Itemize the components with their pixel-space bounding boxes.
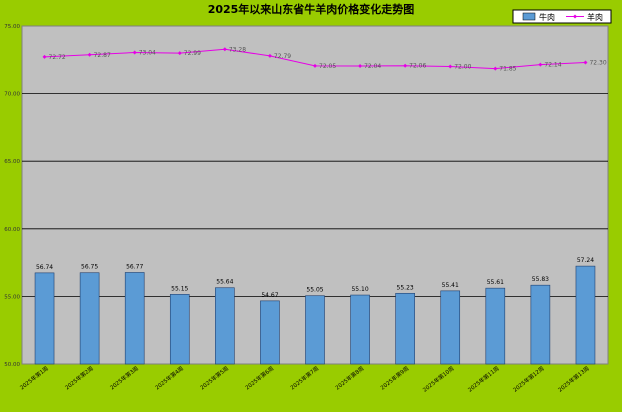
x-tick-label: 2025年第3周 — [108, 364, 140, 391]
bar — [169, 294, 190, 365]
bar-data-label: 55.64 — [216, 279, 233, 286]
x-tick-label: 2025年第5周 — [198, 364, 230, 391]
line-data-label: 72.72 — [49, 54, 66, 61]
line-data-label: 72.30 — [589, 60, 606, 67]
bar — [485, 287, 506, 365]
x-tick-label: 2025年第6周 — [243, 364, 275, 391]
y-tick-label: 55.00 — [4, 294, 20, 300]
line-data-label: 71.85 — [499, 66, 516, 73]
line-data-label: 72.00 — [454, 64, 471, 71]
x-tick-label: 2025年第8周 — [334, 364, 366, 391]
line-data-label: 73.28 — [229, 46, 246, 53]
line-point — [87, 52, 92, 57]
x-tick-label: 2025年第12周 — [511, 364, 545, 393]
chart-title: 2025年以来山东省牛羊肉价格变化走势图 — [208, 2, 415, 16]
line-point — [493, 66, 498, 71]
y-tick-label: 50.00 — [4, 362, 20, 368]
y-tick-label: 65.00 — [4, 159, 20, 165]
x-tick-label: 2025年第7周 — [289, 364, 321, 391]
line-data-label: 72.99 — [184, 50, 201, 57]
line-point — [222, 47, 227, 52]
line-data-label: 72.14 — [544, 62, 561, 69]
bar — [350, 294, 370, 365]
legend-marker-line — [573, 14, 577, 19]
bar — [395, 292, 415, 365]
x-axis: 2025年第1周 2025年第2周 2025年第3周 2025年第4周 2025年第5周… — [18, 364, 591, 393]
bar — [440, 290, 461, 365]
x-tick-label: 2025年第13周 — [556, 364, 590, 393]
bar — [530, 284, 551, 365]
x-tick-label: 2025年第4周 — [153, 364, 185, 391]
line-point — [583, 60, 588, 65]
line-point — [267, 53, 272, 58]
y-tick-label: 75.00 — [4, 24, 20, 30]
x-tick-label: 2025年第1周 — [18, 364, 50, 391]
line-point — [358, 64, 363, 69]
line-data-label: 73.04 — [139, 49, 156, 56]
bar — [79, 272, 100, 365]
x-tick-label: 2025年第11周 — [466, 364, 500, 393]
bar — [575, 265, 596, 365]
y-tick-label: 60.00 — [4, 227, 20, 233]
line-data-label: 72.87 — [94, 52, 111, 59]
bar — [34, 272, 55, 365]
bar-data-label: 55.61 — [487, 279, 504, 286]
bar — [215, 287, 235, 365]
x-tick-label: 2025年第9周 — [379, 364, 411, 391]
legend-box — [512, 9, 612, 24]
bar-data-label: 55.23 — [397, 284, 414, 291]
line-point — [42, 54, 47, 59]
bar-data-label: 55.83 — [532, 276, 549, 283]
bar-data-label: 56.74 — [36, 264, 53, 271]
bar-data-label: 54.67 — [261, 292, 278, 299]
line-point — [177, 51, 182, 56]
line-point — [538, 62, 543, 67]
line-point — [403, 63, 408, 68]
x-tick-label: 2025年第10周 — [421, 364, 455, 393]
legend-swatch-bar — [522, 12, 536, 21]
line-series: 72.72 72.87 73.04 72.99 73.28 72.79 72.05 72.04… — [42, 46, 607, 73]
bar — [124, 272, 145, 365]
line-data-label: 72.05 — [319, 63, 336, 70]
line-point — [132, 50, 137, 55]
bar-data-label: 55.15 — [171, 285, 188, 292]
bar-data-label: 55.41 — [442, 282, 459, 289]
line-data-label: 72.79 — [274, 53, 291, 60]
bar — [260, 300, 280, 365]
bar-data-label: 55.10 — [351, 286, 368, 293]
line-point — [313, 63, 317, 68]
legend-label-bar: 牛肉 — [539, 12, 555, 22]
legend-label-line: 羊肉 — [587, 12, 603, 22]
line-point — [448, 64, 453, 69]
x-tick-label: 2025年第2周 — [63, 364, 95, 391]
line-data-label: 72.04 — [364, 63, 381, 70]
bar-data-label: 56.77 — [126, 263, 143, 270]
bar-data-label: 57.24 — [577, 257, 594, 264]
legend: 牛肉 羊肉 — [512, 9, 612, 24]
bar-data-label: 55.05 — [306, 287, 323, 294]
bar-series: 56.74 56.75 56.77 55.15 55.64 54.67 55.05 55.10… — [34, 257, 596, 365]
y-axis: 50.00 55.00 60.00 65.00 70.00 75.00 — [4, 24, 20, 368]
bar — [305, 295, 325, 365]
bar-data-label: 56.75 — [81, 264, 98, 271]
line-data-label: 72.06 — [409, 63, 426, 70]
y-tick-label: 70.00 — [4, 92, 20, 98]
